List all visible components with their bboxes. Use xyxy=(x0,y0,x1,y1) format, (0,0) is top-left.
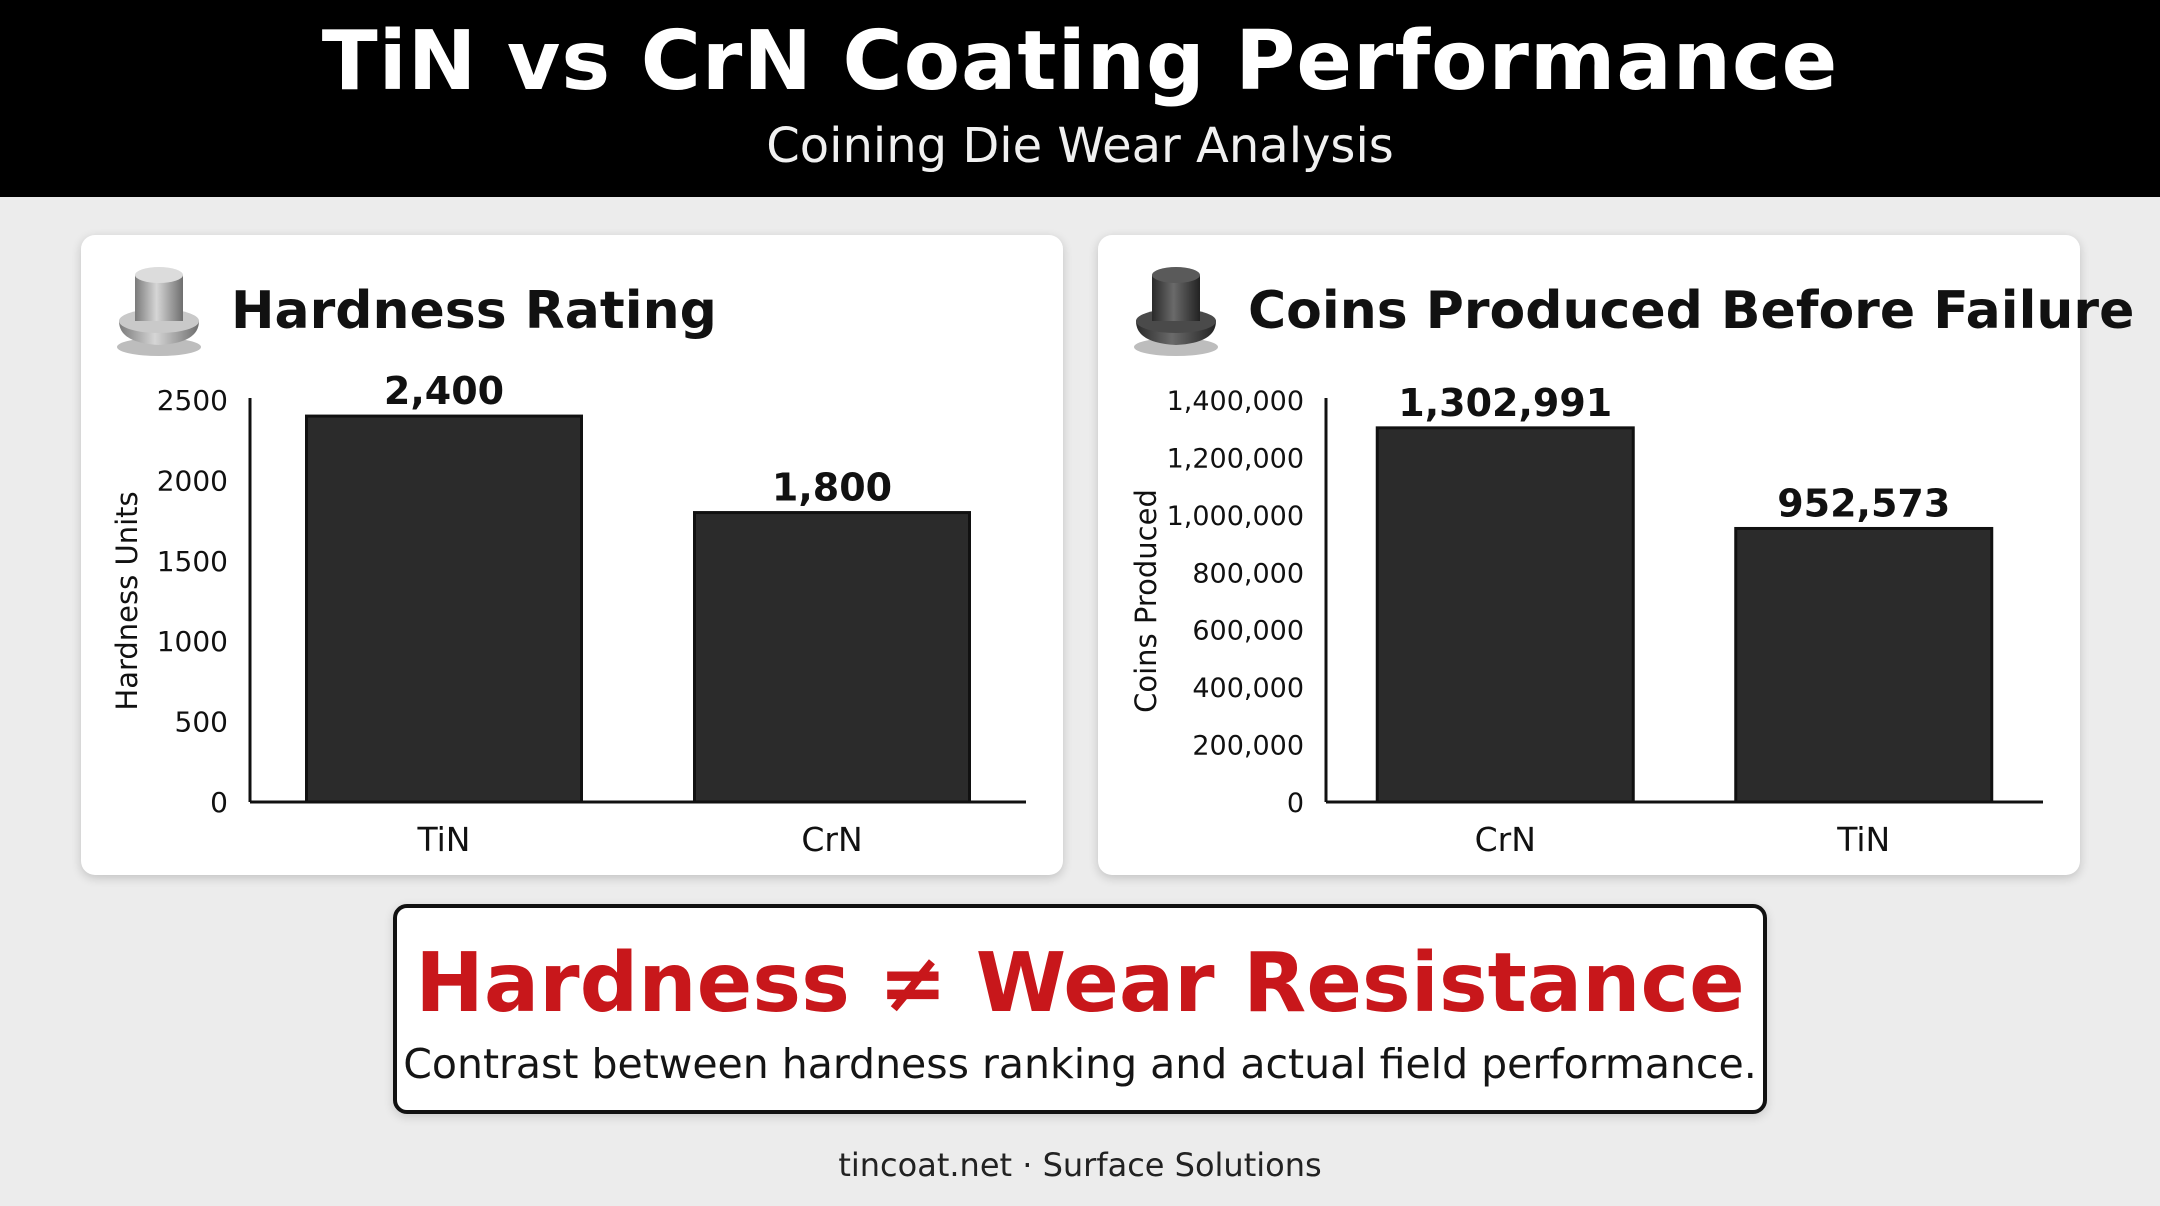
y-tick-label: 0 xyxy=(1287,788,1304,819)
hardness-chart-title: Hardness Rating xyxy=(231,281,717,341)
y-tick-label: 1,400,000 xyxy=(1167,386,1304,417)
coin-die-icon xyxy=(1134,267,1218,356)
page-title: TiN vs CrN Coating Performance xyxy=(321,14,1839,109)
bar-tin xyxy=(1734,526,1994,804)
y-axis-label: Coins Produced xyxy=(1129,489,1163,713)
footer-credit: tincoat.net · Surface Solutions xyxy=(838,1146,1322,1184)
page-subtitle: Coining Die Wear Analysis xyxy=(766,118,1394,174)
y-tick-label: 2000 xyxy=(157,464,228,497)
hardness-chart-panel: Hardness Rating 0 500 1000 1500 2000 2500 Hard… xyxy=(81,235,1063,875)
y-tick-label: 800,000 xyxy=(1192,558,1304,589)
y-axis-label: Hardness Units xyxy=(110,491,144,710)
y-tick-label: 1,000,000 xyxy=(1167,501,1304,532)
bar-value-label: 1,800 xyxy=(772,466,892,510)
y-tick-label: 400,000 xyxy=(1192,673,1304,704)
bar-crn xyxy=(1375,426,1635,804)
y-tick-label: 2500 xyxy=(157,384,228,417)
coins-bar-chart: 0 200,000 400,000 600,000 800,000 1,000,000 1,… xyxy=(1129,381,2043,859)
y-tick-label: 200,000 xyxy=(1192,731,1304,762)
bar-value-label: 1,302,991 xyxy=(1398,381,1612,425)
y-tick-label: 1,200,000 xyxy=(1167,443,1304,474)
y-tick-label: 500 xyxy=(175,706,228,739)
x-tick-label: TiN xyxy=(417,820,471,859)
y-tick-label: 0 xyxy=(210,786,228,819)
bar-value-label: 952,573 xyxy=(1777,481,1950,525)
y-tick-label: 1000 xyxy=(157,625,228,658)
coins-chart-panel: Coins Produced Before Failure 0 200,000 40… xyxy=(1098,235,2134,875)
x-tick-label: CrN xyxy=(801,820,862,859)
callout-headline: Hardness ≠ Wear Resistance xyxy=(415,936,1745,1031)
header-banner: TiN vs CrN Coating Performance Coining D… xyxy=(0,0,2160,197)
coin-die-icon xyxy=(117,267,201,356)
bar-value-label: 2,400 xyxy=(384,369,504,413)
x-tick-label: TiN xyxy=(1836,820,1890,859)
y-tick-label: 1500 xyxy=(157,545,228,578)
callout-subtext: Contrast between hardness ranking and ac… xyxy=(403,1040,1757,1088)
x-tick-label: CrN xyxy=(1475,820,1536,859)
hardness-bar-chart: 0 500 1000 1500 2000 2500 Hardness Units 2,400 T… xyxy=(110,369,1026,859)
bar-tin xyxy=(305,414,583,804)
bar-crn xyxy=(693,511,971,804)
coins-chart-title: Coins Produced Before Failure xyxy=(1248,281,2135,341)
callout-box: Hardness ≠ Wear Resistance Contrast betw… xyxy=(393,904,1767,1114)
y-tick-label: 600,000 xyxy=(1192,616,1304,647)
